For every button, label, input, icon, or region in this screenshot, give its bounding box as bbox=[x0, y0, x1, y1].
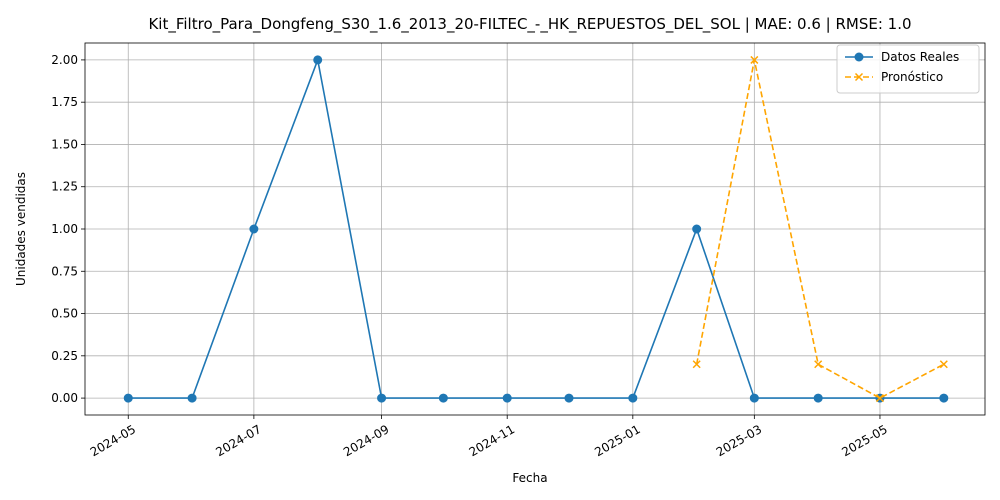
y-tick-label: 1.25 bbox=[51, 180, 78, 194]
y-axis-label: Unidades vendidas bbox=[14, 172, 28, 286]
forecast-point bbox=[939, 360, 948, 369]
y-tick-label: 1.00 bbox=[51, 222, 78, 236]
y-axis: 0.00 0.25 0.50 0.75 1.00 1.25 1.50 1.75 2.00 bbox=[51, 53, 85, 405]
x-tick-label: 2024-07 bbox=[213, 422, 263, 459]
actual-point bbox=[749, 393, 759, 403]
actual-point bbox=[813, 393, 823, 403]
actual-series-line bbox=[128, 56, 944, 399]
x-tick-label: 2024-11 bbox=[467, 422, 517, 459]
chart-title: Kit_Filtro_Para_Dongfeng_S30_1.6_2013_20… bbox=[148, 15, 911, 34]
y-tick-label: 0.00 bbox=[51, 391, 78, 405]
legend-forecast-marker bbox=[854, 72, 864, 82]
actual-point bbox=[313, 55, 323, 65]
x-tick-label: 2025-01 bbox=[592, 422, 642, 459]
actual-point bbox=[502, 393, 512, 403]
actual-point bbox=[628, 393, 638, 403]
legend-forecast-label: Pronóstico bbox=[881, 70, 943, 84]
x-axis-label: Fecha bbox=[512, 471, 547, 485]
actual-point bbox=[187, 393, 197, 403]
forecast-series-line bbox=[695, 59, 945, 399]
series-layer bbox=[123, 55, 949, 403]
forecast-point bbox=[692, 360, 701, 369]
y-tick-label: 1.50 bbox=[51, 137, 78, 151]
y-tick-label: 2.00 bbox=[51, 53, 78, 67]
legend: Datos Reales Pronóstico bbox=[836, 44, 980, 94]
y-tick-label: 0.75 bbox=[51, 264, 78, 278]
actual-point bbox=[249, 224, 259, 234]
y-tick-label: 1.75 bbox=[51, 95, 78, 109]
actual-point bbox=[692, 224, 702, 234]
y-tick-label: 0.50 bbox=[51, 307, 78, 321]
x-tick-label: 2025-05 bbox=[839, 422, 889, 459]
legend-actual-marker bbox=[854, 52, 864, 62]
y-tick-label: 0.25 bbox=[51, 349, 78, 363]
actual-point bbox=[438, 393, 448, 403]
x-tick-label: 2025-03 bbox=[714, 422, 764, 459]
actual-point bbox=[377, 393, 387, 403]
actual-point bbox=[939, 393, 949, 403]
x-tick-label: 2024-09 bbox=[341, 422, 391, 459]
legend-actual-label: Datos Reales bbox=[881, 50, 959, 64]
forecast-point bbox=[875, 394, 884, 403]
actual-point bbox=[123, 393, 133, 403]
actual-point bbox=[564, 393, 574, 403]
forecast-point bbox=[814, 360, 823, 369]
forecast-point bbox=[750, 55, 759, 64]
x-tick-label: 2024-05 bbox=[88, 422, 138, 459]
x-axis: 2024-05 2024-07 2024-09 2024-11 2025-01 2025-… bbox=[88, 415, 890, 459]
